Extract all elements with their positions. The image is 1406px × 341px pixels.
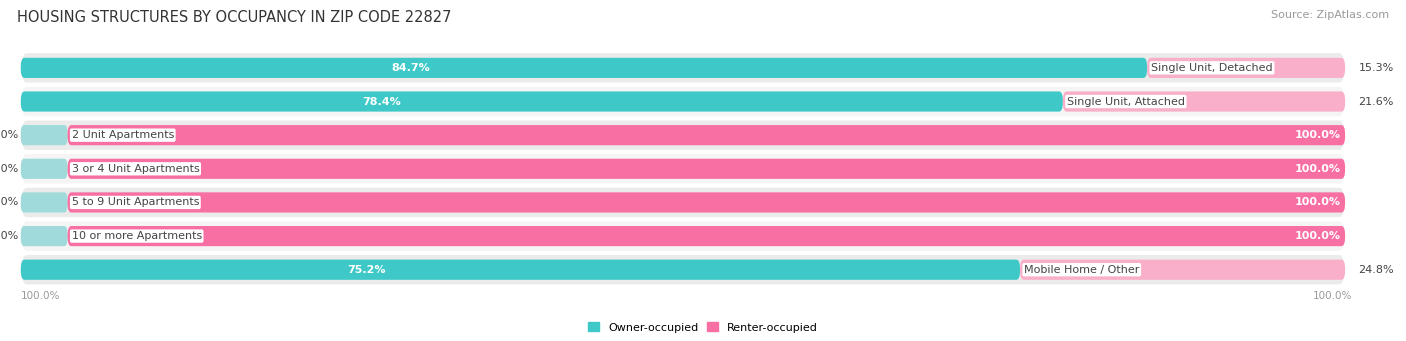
Text: 15.3%: 15.3% bbox=[1358, 63, 1393, 73]
Text: 0.0%: 0.0% bbox=[0, 231, 18, 241]
Text: 100.0%: 100.0% bbox=[1295, 197, 1341, 207]
FancyBboxPatch shape bbox=[21, 153, 1346, 184]
Text: 0.0%: 0.0% bbox=[0, 130, 18, 140]
Text: 100.0%: 100.0% bbox=[1312, 291, 1351, 300]
FancyBboxPatch shape bbox=[21, 220, 1346, 252]
Text: 78.4%: 78.4% bbox=[361, 97, 401, 106]
FancyBboxPatch shape bbox=[67, 192, 1346, 212]
FancyBboxPatch shape bbox=[1147, 58, 1346, 78]
FancyBboxPatch shape bbox=[21, 86, 1346, 117]
Text: 0.0%: 0.0% bbox=[0, 164, 18, 174]
Text: 10 or more Apartments: 10 or more Apartments bbox=[72, 231, 202, 241]
Text: 0.0%: 0.0% bbox=[0, 197, 18, 207]
FancyBboxPatch shape bbox=[21, 58, 1147, 78]
Text: 100.0%: 100.0% bbox=[1295, 231, 1341, 241]
Text: Single Unit, Detached: Single Unit, Detached bbox=[1152, 63, 1272, 73]
Text: 84.7%: 84.7% bbox=[391, 63, 430, 73]
Text: 100.0%: 100.0% bbox=[1295, 164, 1341, 174]
FancyBboxPatch shape bbox=[21, 125, 67, 145]
FancyBboxPatch shape bbox=[21, 159, 67, 179]
FancyBboxPatch shape bbox=[21, 254, 1346, 285]
Text: 24.8%: 24.8% bbox=[1358, 265, 1395, 275]
FancyBboxPatch shape bbox=[21, 192, 67, 212]
Text: 2 Unit Apartments: 2 Unit Apartments bbox=[72, 130, 174, 140]
Legend: Owner-occupied, Renter-occupied: Owner-occupied, Renter-occupied bbox=[588, 322, 818, 332]
FancyBboxPatch shape bbox=[21, 260, 1019, 280]
FancyBboxPatch shape bbox=[1063, 91, 1346, 112]
Text: 21.6%: 21.6% bbox=[1358, 97, 1393, 106]
FancyBboxPatch shape bbox=[21, 226, 67, 246]
Text: 75.2%: 75.2% bbox=[347, 265, 385, 275]
FancyBboxPatch shape bbox=[67, 125, 1346, 145]
Text: 5 to 9 Unit Apartments: 5 to 9 Unit Apartments bbox=[72, 197, 200, 207]
Text: 100.0%: 100.0% bbox=[1295, 130, 1341, 140]
Text: Mobile Home / Other: Mobile Home / Other bbox=[1024, 265, 1139, 275]
FancyBboxPatch shape bbox=[21, 187, 1346, 218]
Text: 3 or 4 Unit Apartments: 3 or 4 Unit Apartments bbox=[72, 164, 200, 174]
Text: 100.0%: 100.0% bbox=[21, 291, 60, 300]
FancyBboxPatch shape bbox=[21, 119, 1346, 151]
FancyBboxPatch shape bbox=[21, 52, 1346, 84]
Text: Source: ZipAtlas.com: Source: ZipAtlas.com bbox=[1271, 10, 1389, 20]
Text: Single Unit, Attached: Single Unit, Attached bbox=[1067, 97, 1185, 106]
FancyBboxPatch shape bbox=[1019, 260, 1346, 280]
Text: HOUSING STRUCTURES BY OCCUPANCY IN ZIP CODE 22827: HOUSING STRUCTURES BY OCCUPANCY IN ZIP C… bbox=[17, 10, 451, 25]
FancyBboxPatch shape bbox=[67, 159, 1346, 179]
FancyBboxPatch shape bbox=[21, 91, 1063, 112]
FancyBboxPatch shape bbox=[67, 226, 1346, 246]
